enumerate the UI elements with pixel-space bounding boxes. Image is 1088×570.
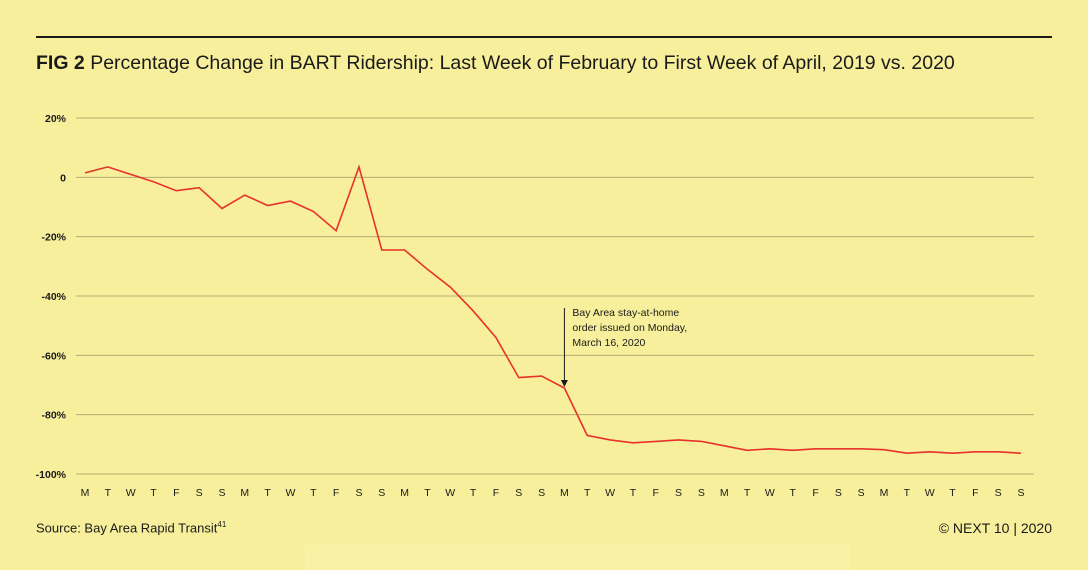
x-tick-label: F	[653, 487, 659, 499]
x-tick-label: F	[333, 487, 339, 499]
y-tick-label: -20%	[41, 232, 66, 244]
x-tick-label: S	[858, 487, 865, 499]
x-tick-label: W	[126, 487, 136, 499]
source-note: Source: Bay Area Rapid Transit41	[36, 520, 226, 535]
y-tick-label: 20%	[45, 113, 67, 125]
x-tick-label: W	[605, 487, 615, 499]
y-tick-label: -40%	[41, 291, 66, 303]
annotation-text-line: March 16, 2020	[572, 337, 645, 349]
x-tick-label: T	[789, 487, 796, 499]
x-tick-label: W	[765, 487, 775, 499]
bottom-band	[305, 545, 850, 570]
x-tick-label: M	[81, 487, 90, 499]
x-tick-label: W	[445, 487, 455, 499]
x-tick-label: S	[698, 487, 705, 499]
top-rule	[36, 36, 1052, 38]
annotation-text-line: order issued on Monday,	[572, 322, 687, 334]
x-tick-label: S	[218, 487, 225, 499]
y-tick-label: -100%	[36, 469, 67, 481]
x-tick-label: S	[835, 487, 842, 499]
chart-title: FIG 2 Percentage Change in BART Ridershi…	[36, 52, 1066, 75]
x-tick-label: T	[630, 487, 637, 499]
x-tick-label: F	[972, 487, 978, 499]
x-tick-label: M	[240, 487, 249, 499]
fig-title-text: Percentage Change in BART Ridership: Las…	[90, 52, 955, 74]
ridership-series-line	[84, 164, 1022, 455]
source-footnote-ref: 41	[217, 520, 227, 529]
x-tick-label: W	[286, 487, 296, 499]
x-tick-label: M	[720, 487, 729, 499]
annotation-arrow-head	[560, 379, 568, 387]
fig-label: FIG 2	[36, 52, 85, 74]
x-tick-label: S	[378, 487, 385, 499]
x-tick-label: S	[355, 487, 362, 499]
x-tick-label: S	[675, 487, 682, 499]
y-tick-label: 0	[60, 172, 66, 184]
x-tick-label: F	[173, 487, 179, 499]
x-tick-label: T	[584, 487, 591, 499]
x-tick-label: T	[310, 487, 317, 499]
x-tick-label: S	[538, 487, 545, 499]
x-tick-label: T	[904, 487, 911, 499]
x-tick-label: S	[1017, 487, 1024, 499]
credit-note: © NEXT 10 | 2020	[938, 520, 1052, 536]
annotation-text-line: Bay Area stay-at-home	[572, 307, 679, 319]
source-text: Source: Bay Area Rapid Transit	[36, 520, 218, 536]
x-tick-label: T	[424, 487, 431, 499]
y-tick-label: -80%	[41, 410, 66, 422]
x-tick-label: S	[515, 487, 522, 499]
x-tick-label: F	[493, 487, 499, 499]
x-tick-label: T	[150, 487, 157, 499]
x-tick-label: M	[400, 487, 409, 499]
x-tick-label: M	[560, 487, 569, 499]
x-tick-label: T	[470, 487, 477, 499]
x-tick-label: S	[995, 487, 1002, 499]
y-tick-label: -60%	[41, 350, 66, 362]
x-tick-label: T	[744, 487, 751, 499]
x-tick-label: W	[925, 487, 935, 499]
x-tick-label: T	[105, 487, 112, 499]
x-tick-label: T	[264, 487, 271, 499]
x-tick-label: M	[880, 487, 889, 499]
x-tick-label: T	[949, 487, 956, 499]
x-tick-label: F	[812, 487, 818, 499]
x-tick-label: S	[196, 487, 203, 499]
